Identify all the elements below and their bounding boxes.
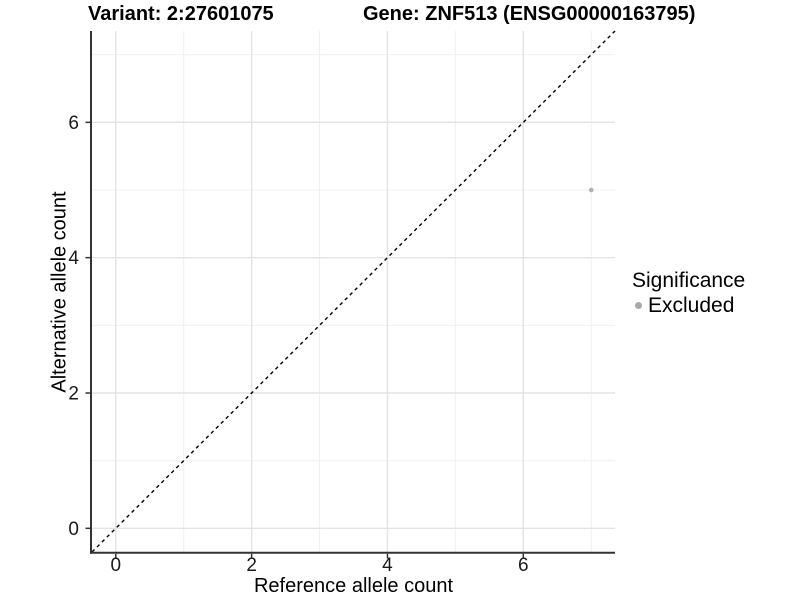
legend-title: Significance — [632, 269, 746, 292]
x-tick-label: 6 — [518, 555, 529, 576]
x-axis-title: Reference allele count — [253, 575, 453, 597]
x-tick-label: 0 — [110, 555, 121, 576]
legend-item-excluded: Excluded — [632, 293, 745, 318]
plot-title-variant: Variant: 2:27601075 — [88, 3, 274, 25]
x-tick-label: 2 — [246, 555, 257, 576]
y-tick-label: 4 — [68, 248, 79, 269]
legend-point-icon — [635, 302, 642, 309]
panel-background — [92, 31, 615, 552]
x-tick-label: 4 — [382, 555, 393, 576]
legend: Significance Excluded — [632, 268, 745, 318]
y-tick-label: 0 — [68, 519, 79, 540]
data-point — [588, 187, 594, 193]
legend-item-label: Excluded — [648, 294, 735, 317]
y-axis-title: Alternative allele count — [48, 191, 71, 393]
y-tick-label: 6 — [68, 113, 79, 134]
plot-title-gene: Gene: ZNF513 (ENSG00000163795) — [363, 3, 696, 25]
y-tick-label: 2 — [68, 383, 79, 404]
